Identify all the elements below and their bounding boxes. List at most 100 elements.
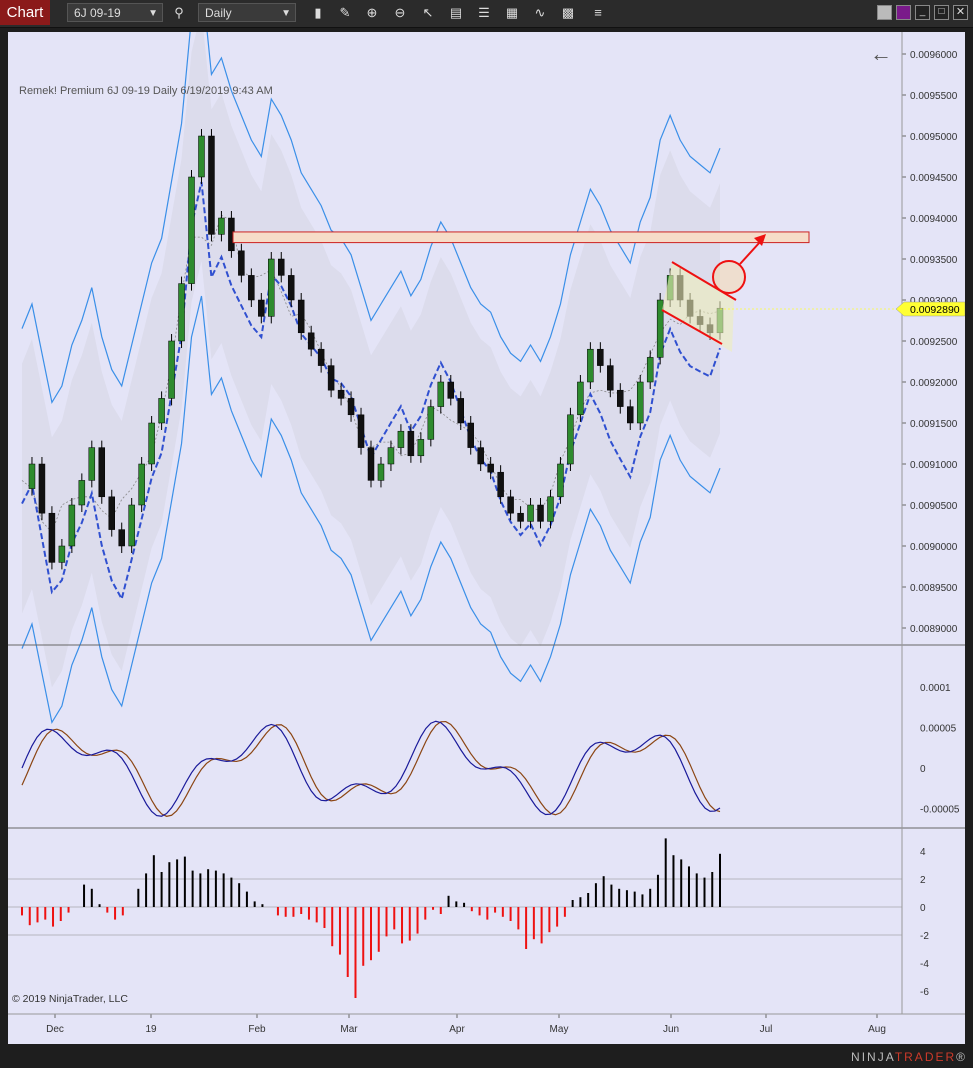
candle bbox=[347, 398, 355, 416]
y-tick-label: -6 bbox=[920, 987, 929, 998]
chart-tab[interactable]: Chart bbox=[0, 0, 50, 25]
candle bbox=[547, 496, 554, 522]
x-tick-label: Dec bbox=[46, 1024, 64, 1035]
breakout-circle bbox=[712, 260, 746, 294]
candle bbox=[128, 504, 135, 547]
window-link-icon[interactable] bbox=[896, 5, 911, 20]
indicators-icon[interactable]: ▦ bbox=[505, 5, 519, 20]
midline bbox=[21, 214, 721, 534]
candle bbox=[646, 357, 654, 383]
candle bbox=[297, 299, 305, 334]
x-tick-label: Aug bbox=[868, 1024, 886, 1035]
strategies-icon[interactable]: ∿ bbox=[534, 5, 546, 20]
candle bbox=[68, 504, 76, 547]
channel-upper-line bbox=[671, 261, 737, 301]
y-tick-label: 0.0001 bbox=[920, 683, 951, 694]
back-arrow-icon[interactable]: ← bbox=[870, 41, 892, 66]
candle bbox=[487, 463, 494, 473]
y-tick-label: 0.0091000 bbox=[910, 460, 958, 471]
y-tick-label: 0.0089500 bbox=[910, 583, 958, 594]
candle bbox=[248, 275, 255, 301]
candle bbox=[527, 504, 534, 522]
instrument-selector[interactable]: 6J 09-19 ▼ bbox=[67, 3, 163, 22]
x-tick-label: Jun bbox=[663, 1024, 679, 1035]
candle bbox=[218, 217, 225, 235]
candle bbox=[48, 512, 56, 563]
candle bbox=[108, 496, 115, 530]
channel-band bbox=[22, 32, 720, 688]
y-tick-label: 0.0091500 bbox=[910, 419, 958, 430]
y-tick-label: 0.0095500 bbox=[910, 91, 958, 102]
y-tick-label: 4 bbox=[920, 847, 926, 858]
y-tick-label: 0.0096000 bbox=[910, 50, 958, 61]
y-tick-label: 0.0095000 bbox=[910, 132, 958, 143]
chart-panel[interactable]: 0.0096000 0.0095500 0.0095000 0.0094500 0.00… bbox=[8, 32, 965, 1044]
y-tick-label: 0.0092500 bbox=[910, 337, 958, 348]
candle bbox=[636, 381, 644, 424]
zoom-out-icon[interactable]: ⊖ bbox=[394, 5, 406, 20]
x-tick-label: May bbox=[550, 1024, 569, 1035]
candle bbox=[208, 135, 215, 235]
candle bbox=[88, 447, 96, 481]
candle bbox=[447, 381, 455, 399]
x-tick-label: Feb bbox=[248, 1024, 266, 1035]
upper-envelope bbox=[21, 32, 721, 405]
y-tick-label: 0 bbox=[920, 764, 926, 775]
candle bbox=[597, 348, 604, 366]
search-icon[interactable]: ⚲ bbox=[174, 5, 184, 20]
candle bbox=[148, 422, 155, 465]
y-tick-label: 0.0093500 bbox=[910, 255, 958, 266]
chart-canvas[interactable]: 0.0096000 0.0095500 0.0095000 0.0094500 0.00… bbox=[8, 32, 965, 1044]
maximize-icon[interactable]: □ bbox=[934, 5, 949, 20]
candle bbox=[238, 250, 245, 276]
y-tick-label: -4 bbox=[920, 959, 929, 970]
drawing-tool-icon[interactable]: ✎ bbox=[339, 5, 351, 20]
copyright-label: © 2019 NinjaTrader, LLC bbox=[12, 993, 128, 1005]
interval-selector[interactable]: Daily ▼ bbox=[198, 3, 296, 22]
candle bbox=[118, 529, 125, 547]
candle bbox=[417, 439, 425, 457]
pointer-icon[interactable]: ↖ bbox=[422, 5, 434, 20]
candle bbox=[317, 348, 325, 366]
candle bbox=[307, 332, 315, 350]
candle bbox=[587, 348, 594, 383]
y-tick-label: 2 bbox=[920, 875, 926, 886]
templates-icon[interactable]: ▩ bbox=[561, 5, 575, 20]
data-box-icon[interactable]: ▤ bbox=[449, 5, 463, 20]
candle bbox=[357, 414, 365, 448]
candle bbox=[278, 258, 285, 276]
brand-reg: ® bbox=[956, 1050, 967, 1064]
candle bbox=[567, 414, 574, 465]
properties-icon[interactable]: ☰ bbox=[478, 5, 490, 20]
channel-highlight bbox=[662, 262, 734, 352]
candle bbox=[178, 283, 185, 342]
candle bbox=[377, 463, 385, 481]
candle bbox=[537, 504, 544, 522]
y-tick-label: 0.0089000 bbox=[910, 624, 958, 635]
zoom-in-icon[interactable]: ⊕ bbox=[366, 5, 378, 20]
candle bbox=[617, 389, 624, 407]
status-bar bbox=[0, 1044, 973, 1068]
candle bbox=[627, 406, 634, 424]
menu-icon[interactable]: ≡ bbox=[594, 5, 602, 20]
y-tick-label: 0.0093000 bbox=[910, 296, 958, 307]
x-tick-label: Jul bbox=[760, 1024, 773, 1035]
candle bbox=[188, 176, 195, 284]
candle bbox=[268, 258, 275, 317]
candle bbox=[78, 480, 86, 506]
oscillator-line bbox=[21, 720, 721, 817]
resistance-zone bbox=[232, 231, 810, 244]
price-tag: 0.0092890 bbox=[910, 304, 960, 316]
x-tick-label: 19 bbox=[145, 1024, 157, 1035]
y-tick-label: -2 bbox=[920, 931, 929, 942]
candle bbox=[507, 496, 514, 514]
candle bbox=[517, 512, 524, 522]
bar-style-icon[interactable]: ▮ bbox=[314, 5, 322, 20]
minimize-icon[interactable]: _ bbox=[915, 5, 930, 20]
window-color-icon[interactable] bbox=[877, 5, 892, 20]
breakout-arrow-line bbox=[739, 241, 761, 265]
candle bbox=[497, 471, 504, 498]
close-icon[interactable]: ✕ bbox=[953, 5, 968, 20]
candle bbox=[467, 422, 474, 448]
candle bbox=[258, 299, 265, 317]
